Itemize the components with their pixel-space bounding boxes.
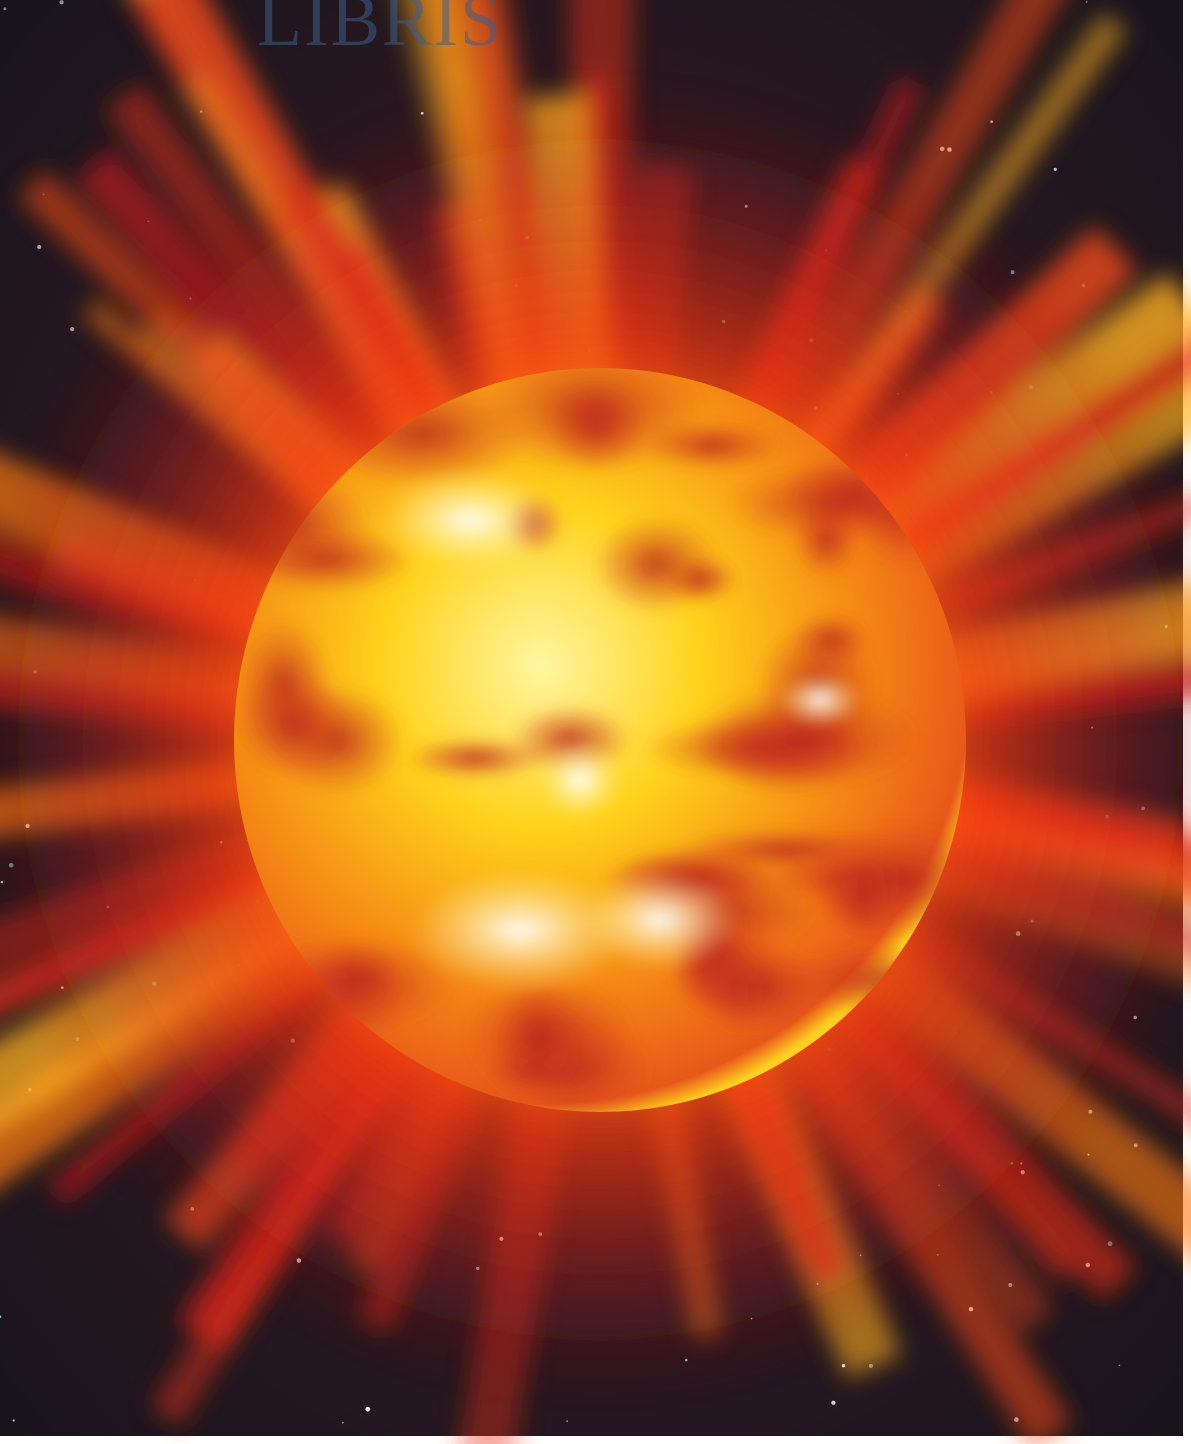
star bbox=[12, 1419, 15, 1422]
star bbox=[0, 1315, 2, 1318]
star bbox=[566, 1420, 569, 1423]
dark-patch bbox=[234, 668, 356, 781]
star bbox=[990, 120, 993, 123]
hot-spot bbox=[380, 470, 560, 570]
star bbox=[365, 1406, 371, 1412]
star bbox=[59, 0, 64, 5]
hot-spot bbox=[410, 870, 630, 990]
dark-patch bbox=[545, 380, 648, 471]
star bbox=[1118, 1364, 1121, 1367]
star bbox=[37, 244, 42, 249]
dark-patch bbox=[687, 685, 924, 792]
star bbox=[831, 1400, 836, 1405]
dark-patch bbox=[493, 982, 583, 1097]
star bbox=[1085, 0, 1088, 3]
hot-spot bbox=[780, 675, 860, 725]
dark-patch bbox=[701, 940, 829, 1035]
dark-patch bbox=[663, 554, 739, 605]
dark-patch bbox=[640, 420, 784, 471]
star bbox=[1053, 167, 1057, 171]
star bbox=[3, 7, 7, 11]
star bbox=[70, 326, 75, 332]
hot-spot bbox=[540, 740, 620, 820]
hot-spot bbox=[580, 870, 740, 970]
star bbox=[342, 1421, 344, 1424]
dark-patch bbox=[403, 736, 546, 780]
watermark: LIBRIS bbox=[257, 0, 503, 62]
